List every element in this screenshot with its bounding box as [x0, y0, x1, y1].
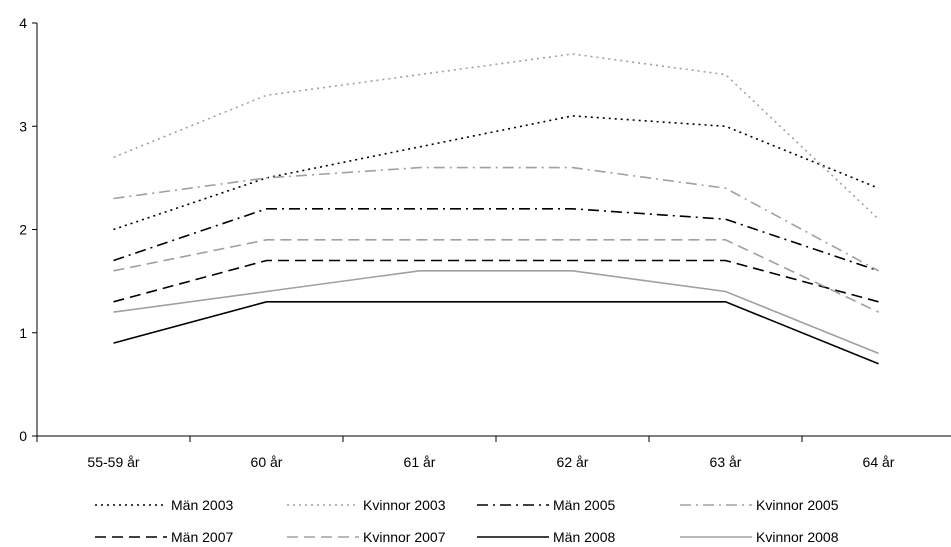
legend-label: Män 2005	[553, 497, 615, 513]
y-tick-label: 3	[19, 118, 27, 134]
legend-item-2: Kvinnor 2003	[287, 497, 446, 513]
series-line-3	[113, 208, 879, 272]
y-tick-label: 0	[19, 428, 27, 444]
series-line-7	[113, 300, 879, 365]
series-line-4	[113, 166, 879, 272]
legend-item-5: Män 2007	[95, 529, 233, 545]
x-tick-label: 55-59 år	[87, 454, 139, 470]
y-tick-label: 1	[19, 325, 27, 341]
series-line-8	[113, 269, 879, 355]
legend-label: Kvinnor 2007	[363, 529, 446, 545]
legend-item-7: Män 2008	[477, 529, 615, 545]
legend-label: Män 2007	[171, 529, 233, 545]
x-tick-label: 63 år	[710, 454, 742, 470]
series-line-2	[113, 53, 880, 220]
series-line-5	[113, 259, 879, 303]
x-tick-label: 62 år	[557, 454, 589, 470]
legend-label: Kvinnor 2003	[363, 497, 446, 513]
legend-item-8: Kvinnor 2008	[680, 529, 839, 545]
y-tick-label: 4	[19, 15, 27, 31]
legend-item-1: Män 2003	[95, 497, 233, 513]
legend-label: Kvinnor 2005	[756, 497, 839, 513]
x-tick-label: 64 år	[863, 454, 895, 470]
plot-area: 0 1 2 3 4 55-59 år 60 år 61 år 62 år 63 år 64 år	[19, 15, 951, 470]
legend-label: Män 2003	[171, 497, 233, 513]
legend-item-3: Män 2005	[477, 497, 615, 513]
y-tick-label: 2	[19, 222, 27, 238]
x-tick-label: 61 år	[404, 454, 436, 470]
legend-label: Kvinnor 2008	[756, 529, 839, 545]
x-tick-label: 60 år	[251, 454, 283, 470]
legend-label: Män 2008	[553, 529, 615, 545]
legend: Män 2003 Kvinnor 2003 Män 2005 Kvinnor 2005…	[95, 497, 839, 545]
legend-item-6: Kvinnor 2007	[287, 529, 446, 545]
legend-item-4: Kvinnor 2005	[680, 497, 839, 513]
series-line-1	[113, 115, 879, 231]
